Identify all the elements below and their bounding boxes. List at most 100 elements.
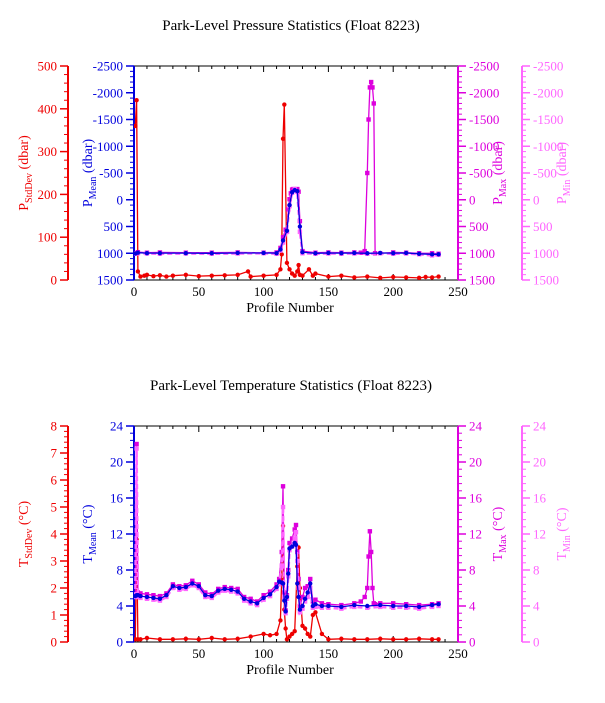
data-point-max — [366, 554, 371, 559]
x-tick-label: 100 — [254, 646, 274, 661]
y-tick-label-mean: 1000 — [97, 246, 123, 261]
data-point-max — [287, 197, 292, 202]
y-tick-label-min: 24 — [533, 419, 547, 434]
data-point-max — [248, 596, 253, 601]
data-point-sd — [278, 618, 283, 623]
y-tick-label-min: 4 — [533, 599, 540, 614]
data-point-sd — [403, 637, 409, 642]
data-point-mean — [352, 602, 357, 608]
data-point-mean — [278, 247, 283, 252]
x-axis-label: Profile Number — [246, 663, 334, 678]
y-label-unit: (dbar) — [17, 135, 32, 173]
data-point-max — [372, 602, 378, 607]
data-point-min — [295, 558, 300, 564]
data-point-max — [157, 593, 163, 599]
y-tick-label-mean: -1000 — [93, 139, 123, 154]
y-tick-label-sd: 100 — [38, 230, 58, 245]
data-point-sd — [209, 273, 214, 278]
data-point-mean — [313, 602, 318, 607]
data-point-sd — [235, 636, 240, 641]
y-tick-label-sd: 300 — [38, 144, 58, 159]
data-point-mean — [267, 592, 273, 597]
y-tick-label-sd: 4 — [51, 527, 58, 542]
data-point-mean — [274, 584, 279, 590]
y-tick-label-max: 0 — [469, 635, 476, 650]
series-group — [134, 79, 441, 280]
data-point-sd — [326, 274, 331, 279]
data-point-mean — [157, 250, 163, 256]
y-tick-label-min: -2500 — [533, 59, 563, 74]
data-point-min — [293, 530, 299, 535]
data-point-sd — [170, 273, 176, 278]
data-point-max — [274, 582, 279, 587]
data-point-max — [280, 484, 286, 489]
data-point-mean — [429, 602, 435, 608]
y-tick-label-min: 1000 — [533, 246, 559, 261]
data-point-sd — [157, 637, 163, 642]
data-point-min — [296, 585, 301, 591]
y-tick-label-sd: 7 — [51, 446, 58, 461]
data-point-max — [365, 170, 370, 176]
chart-temperature: Park-Level Temperature Statistics (Float… — [17, 378, 573, 678]
data-point-mean — [235, 250, 240, 256]
data-point-sd — [134, 123, 138, 129]
y-tick-label-min: -2000 — [533, 85, 563, 100]
chart-title: Park-Level Pressure Statistics (Float 82… — [162, 18, 419, 34]
data-point-sd — [222, 637, 227, 642]
data-point-mean — [297, 224, 303, 229]
data-point-sd — [279, 252, 284, 257]
data-point-min — [280, 504, 286, 510]
y-label-main: P — [491, 197, 506, 205]
y-tick-label-max: -1500 — [469, 112, 499, 127]
data-point-sd — [313, 271, 318, 276]
data-point-sd — [292, 629, 297, 634]
data-point-sd — [144, 635, 150, 641]
data-point-sd — [300, 273, 305, 278]
data-point-sd — [283, 626, 288, 631]
y-label-unit: (°C) — [555, 507, 570, 535]
data-point-mean — [286, 571, 291, 576]
data-point-sd — [365, 274, 370, 279]
y-label-sub: Min — [562, 535, 573, 552]
data-point-mean — [300, 603, 305, 609]
x-tick-label: 200 — [383, 646, 403, 661]
data-point-sd — [284, 260, 290, 266]
y-tick-label-min: 1500 — [533, 273, 559, 288]
y-tick-label-min: 0 — [533, 192, 540, 207]
y-tick-label-min: 0 — [533, 635, 540, 650]
data-point-sd — [306, 267, 312, 272]
data-point-sd — [209, 635, 214, 641]
data-point-mean — [302, 596, 308, 601]
y-tick-label-max: -1000 — [469, 139, 499, 154]
data-point-sd — [267, 633, 273, 638]
y-tick-label-max: 4 — [469, 599, 476, 614]
data-point-max — [267, 589, 273, 594]
data-point-mean — [352, 250, 357, 256]
x-axis-label: Profile Number — [246, 301, 334, 316]
y-label-main: T — [491, 552, 506, 561]
data-point-mean — [138, 593, 143, 599]
data-point-mean — [241, 596, 247, 601]
y-tick-label-max: 1500 — [469, 273, 495, 288]
data-point-sd — [429, 275, 435, 280]
y-axis-label-sd: PStdDev (dbar) — [17, 135, 35, 211]
y-tick-label-sd: 400 — [38, 101, 58, 116]
y-tick-label-min: 500 — [533, 219, 553, 234]
data-point-sd — [222, 273, 227, 278]
data-point-mean — [222, 586, 227, 592]
y-tick-label-max: -500 — [469, 166, 493, 181]
data-point-sd — [144, 272, 150, 278]
data-point-max — [300, 594, 305, 600]
data-point-max — [287, 540, 292, 546]
data-point-max — [365, 585, 370, 591]
data-point-min — [302, 599, 308, 604]
data-point-sd — [295, 269, 300, 274]
data-point-sd — [157, 273, 163, 278]
data-point-mean — [261, 250, 266, 256]
y-tick-label-min: 12 — [533, 527, 546, 542]
data-point-mean — [308, 581, 313, 586]
data-point-mean — [280, 238, 286, 243]
data-point-max — [203, 590, 208, 595]
y-tick-label-sd: 0 — [51, 273, 58, 288]
y-tick-label-sd: 0 — [51, 635, 58, 650]
